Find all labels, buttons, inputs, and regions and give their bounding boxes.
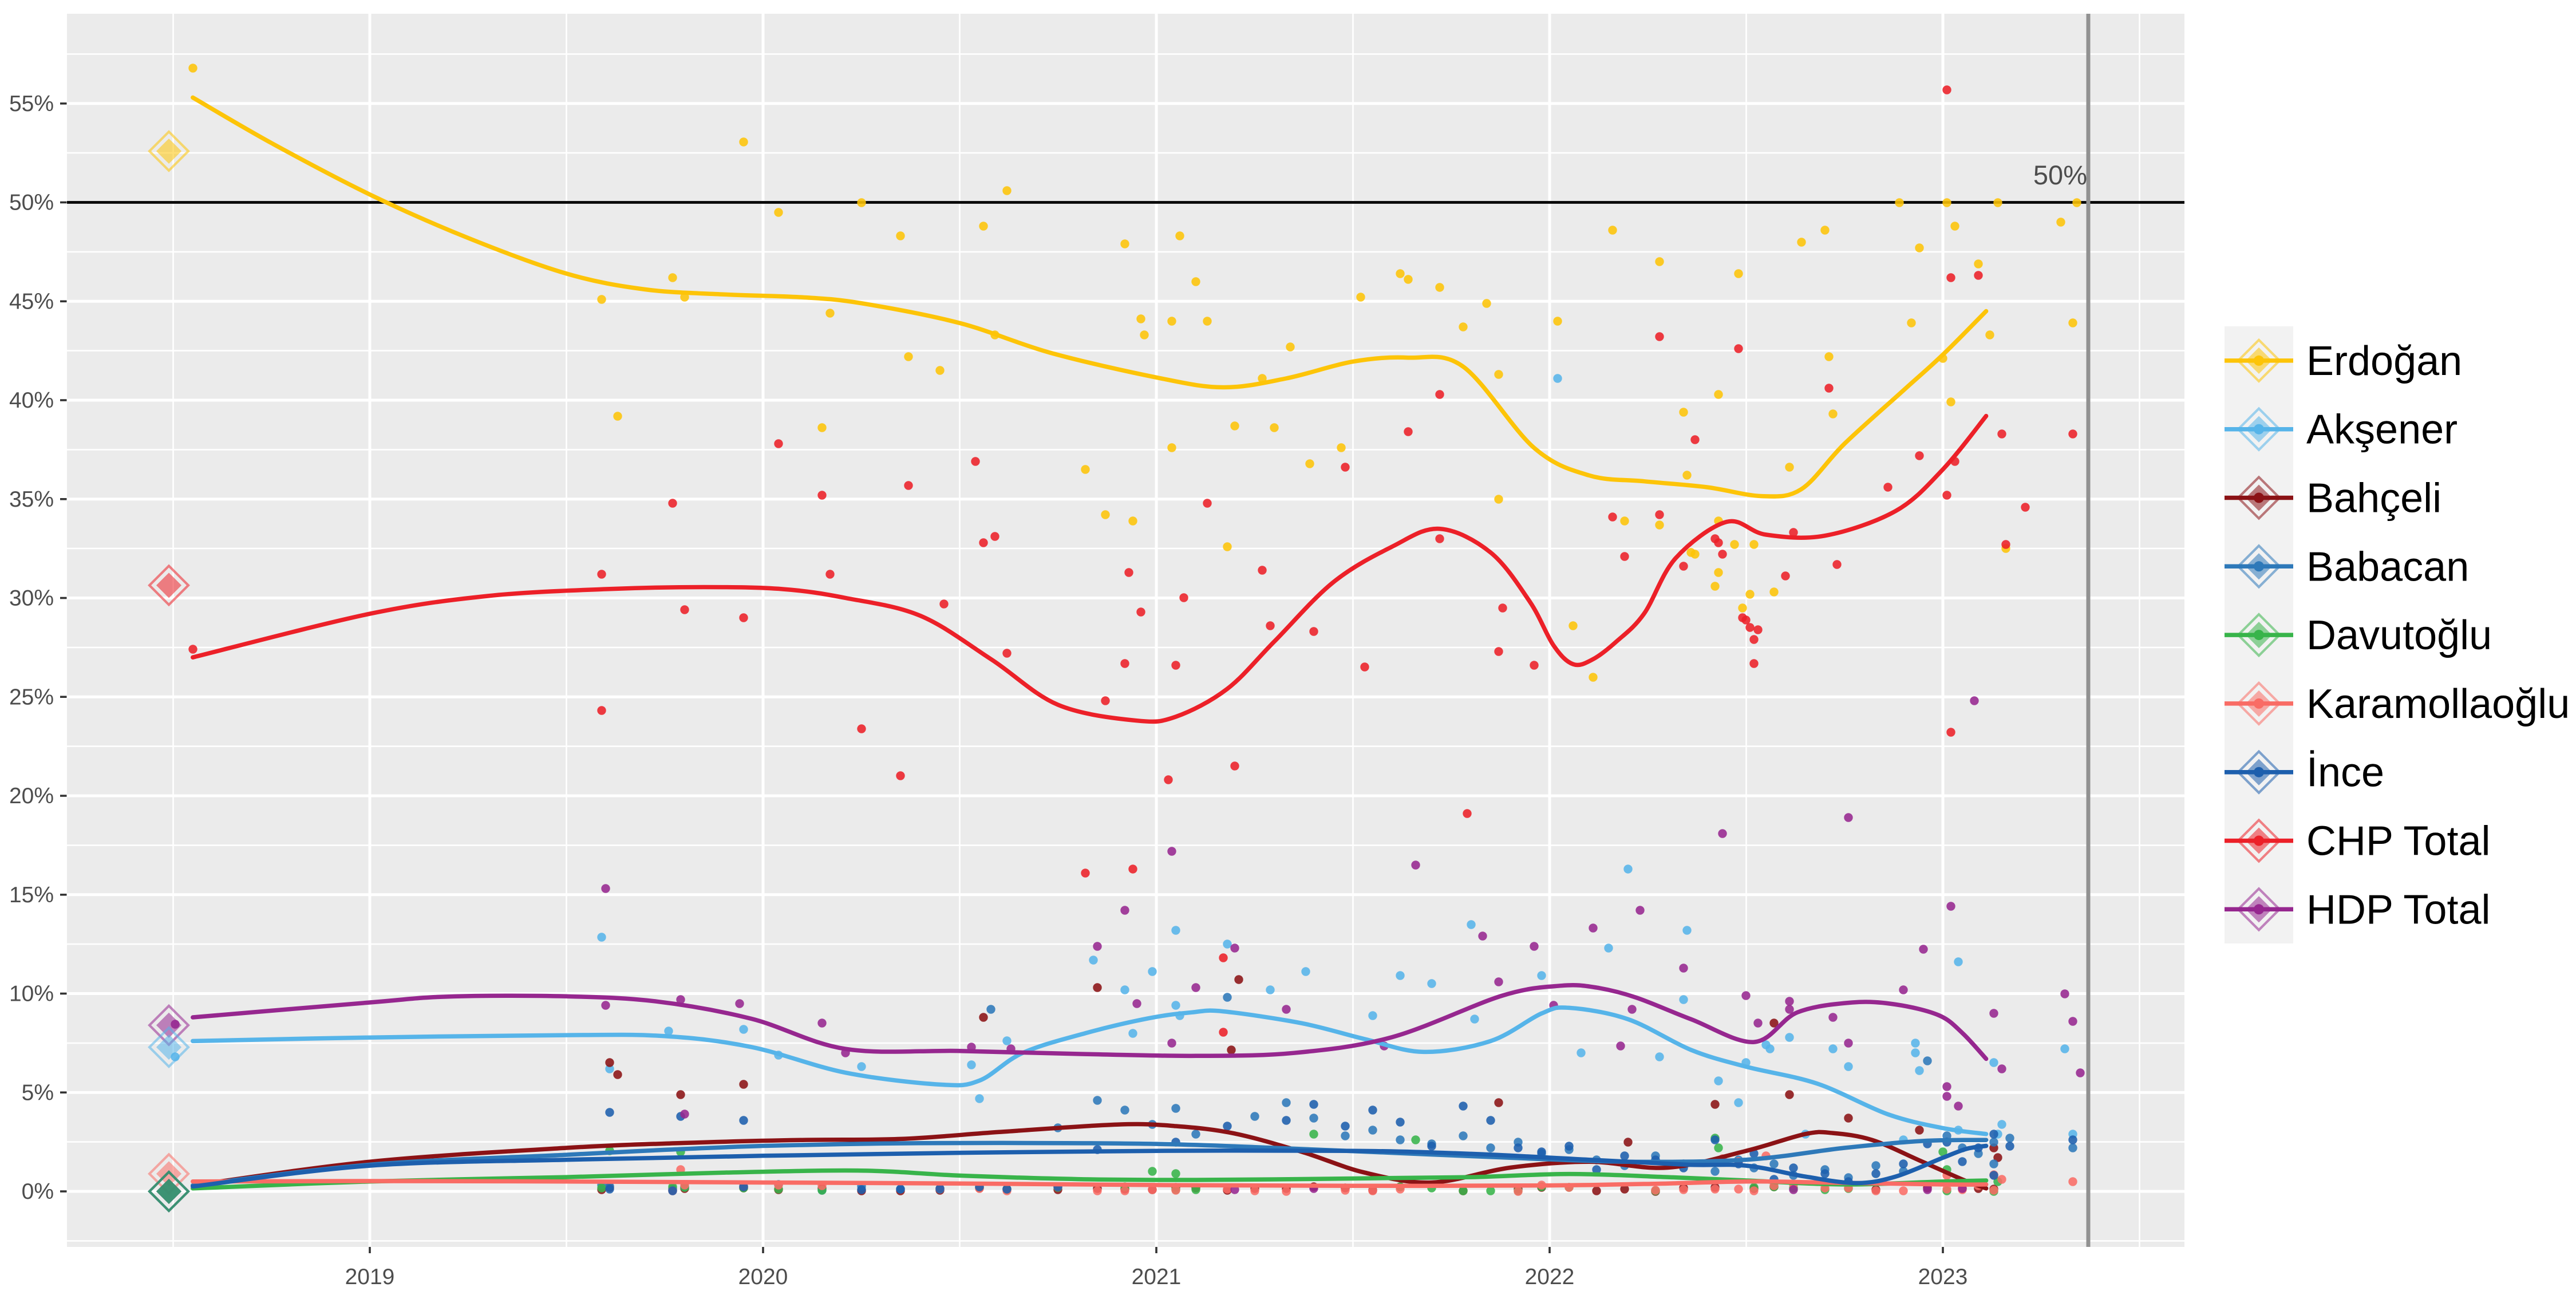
svg-text:10%: 10%: [9, 982, 54, 1006]
svg-text:55%: 55%: [9, 92, 54, 116]
svg-text:İnce: İnce: [2306, 750, 2384, 796]
svg-text:35%: 35%: [9, 487, 54, 512]
svg-text:2020: 2020: [738, 1265, 788, 1288]
svg-text:40%: 40%: [9, 388, 54, 413]
svg-text:15%: 15%: [9, 883, 54, 907]
svg-text:HDP Total: HDP Total: [2306, 887, 2491, 933]
svg-text:30%: 30%: [9, 586, 54, 611]
svg-text:0%: 0%: [22, 1179, 54, 1204]
svg-text:Akşener: Akşener: [2306, 407, 2458, 453]
svg-text:2021: 2021: [1132, 1265, 1182, 1288]
svg-text:2022: 2022: [1525, 1265, 1575, 1288]
svg-text:2019: 2019: [345, 1265, 395, 1288]
svg-text:Babacan: Babacan: [2306, 544, 2469, 590]
svg-text:Davutoğlu: Davutoğlu: [2306, 613, 2492, 658]
svg-text:20%: 20%: [9, 784, 54, 808]
svg-text:50%: 50%: [9, 191, 54, 215]
svg-text:5%: 5%: [22, 1081, 54, 1106]
svg-text:Karamollaoğlu: Karamollaoğlu: [2306, 681, 2570, 727]
svg-text:CHP Total: CHP Total: [2306, 819, 2491, 864]
svg-text:45%: 45%: [9, 290, 54, 314]
svg-text:50%: 50%: [2033, 160, 2087, 190]
svg-text:Erdoğan: Erdoğan: [2306, 338, 2462, 384]
svg-text:Bahçeli: Bahçeli: [2306, 476, 2441, 522]
svg-text:25%: 25%: [9, 685, 54, 710]
svg-text:2023: 2023: [1918, 1265, 1968, 1288]
